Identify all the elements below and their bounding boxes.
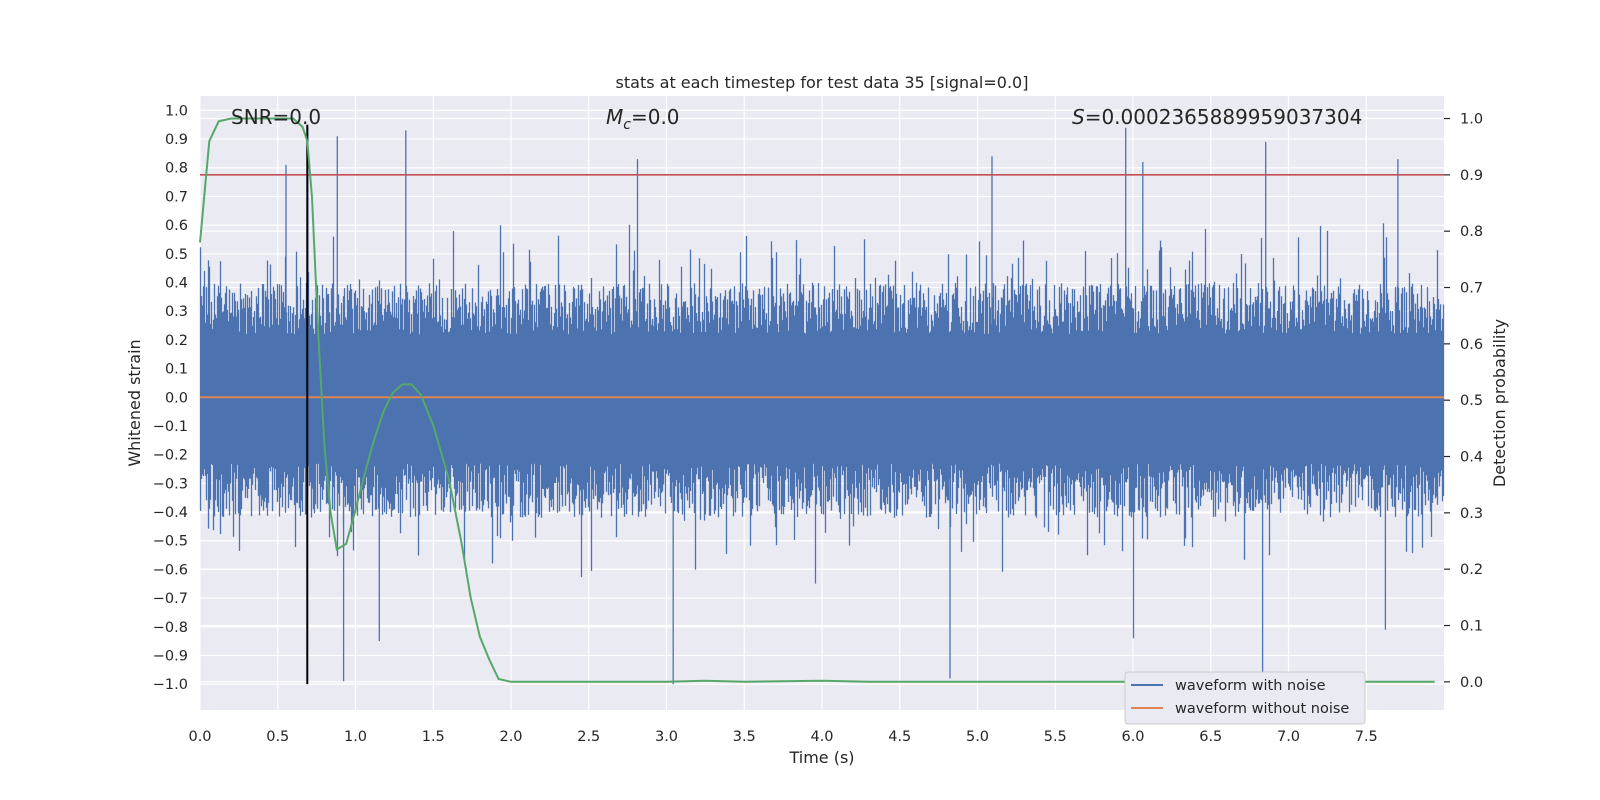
x-tick-label: 3.5 [733, 729, 756, 745]
y-axis-ticks: −1.0 −0.9 −0.8 −0.7 −0.6 −0.5 −0.4 −0.3 −0.2 −0.1… [153, 103, 188, 693]
x-tick-label: 7.5 [1355, 729, 1378, 745]
y-tick-label: 0.1 [165, 362, 188, 378]
x-tick-label: 1.0 [344, 729, 367, 745]
y-tick-label: −1.0 [153, 677, 188, 693]
y2-axis-label: Detection probability [1490, 319, 1509, 487]
y-tick-label: −0.6 [153, 562, 188, 578]
x-tick-label: 6.5 [1199, 729, 1222, 745]
y-tick-label: 0.4 [165, 275, 188, 291]
x-tick-label: 0.5 [266, 729, 289, 745]
mc-symbol: M [606, 105, 623, 129]
y2-tick-label: 1.0 [1460, 112, 1483, 128]
detection-probability-line [199, 117, 1435, 683]
x-tick-label: 7.0 [1277, 729, 1300, 745]
y-tick-label: 0.2 [165, 333, 188, 349]
legend-label-waveform-with-noise: waveform with noise [1175, 678, 1326, 694]
y-tick-label: −0.9 [153, 648, 188, 664]
noise-series [199, 127, 1445, 685]
y-tick-label: 0.7 [165, 189, 188, 205]
mc-annotation: Mc=0.0 [606, 105, 680, 133]
y-tick-label: −0.7 [153, 591, 188, 607]
mc-value: =0.0 [631, 105, 680, 129]
y2-tick-label: 0.8 [1460, 224, 1483, 240]
mc-subscript: c [623, 117, 631, 133]
y2-tick-label: 0.2 [1460, 562, 1483, 578]
y2-tick-label: 0.6 [1460, 337, 1483, 353]
s-value: =0.0002365889959037304 [1085, 105, 1363, 129]
y-tick-label: 0.8 [165, 161, 188, 177]
waveform-with-noise-line [199, 127, 1445, 685]
y-tick-label: 0.5 [165, 247, 188, 263]
x-tick-label: 4.5 [888, 729, 911, 745]
y-tick-label: 0.6 [165, 218, 188, 234]
legend-label-waveform-without-noise: waveform without noise [1175, 701, 1349, 717]
y2-tick-label: 0.0 [1460, 675, 1483, 691]
x-tick-label: 3.0 [655, 729, 678, 745]
x-tick-label: 2.5 [577, 729, 600, 745]
legend-box [1124, 671, 1366, 725]
y2-tick-label: 0.4 [1460, 450, 1483, 466]
x-tick-label: 6.0 [1121, 729, 1144, 745]
x-axis-ticks: 0.0 0.5 1.0 1.5 2.0 2.5 3.0 3.5 4.0 4.5 5.0 5.5 6.0 6… [188, 729, 1377, 745]
s-annotation: S=0.0002365889959037304 [1072, 105, 1362, 129]
snr-annotation: SNR=0.0 [231, 105, 321, 129]
y-axis-label: Whitened strain [125, 339, 144, 466]
y2-tick-label: 0.3 [1460, 506, 1483, 522]
y-tick-label: −0.3 [153, 476, 188, 492]
y2-axis-ticks: 0.0 0.1 0.2 0.3 0.4 0.5 0.6 0.7 0.8 0.9 1.0 [1444, 112, 1483, 691]
y2-tick-label: 0.9 [1460, 168, 1483, 184]
legend: waveform with noise waveform without noi… [1124, 671, 1366, 725]
s-symbol: S [1072, 105, 1085, 129]
y-tick-label: −0.1 [153, 419, 188, 435]
y-tick-label: −0.4 [153, 505, 188, 521]
x-tick-label: 2.0 [499, 729, 522, 745]
y-tick-label: 0.9 [165, 132, 188, 148]
y-tick-label: −0.5 [153, 534, 188, 550]
y-tick-label: 1.0 [165, 103, 188, 119]
x-tick-label: 5.5 [1044, 729, 1067, 745]
chart-title: stats at each timestep for test data 35 … [616, 73, 1029, 92]
y-tick-label: 0.0 [165, 390, 188, 406]
y2-tick-label: 0.1 [1460, 619, 1483, 635]
x-tick-label: 4.0 [810, 729, 833, 745]
x-tick-label: 0.0 [188, 729, 211, 745]
x-tick-label: 5.0 [966, 729, 989, 745]
y-tick-label: −0.2 [153, 448, 188, 464]
y-tick-label: 0.3 [165, 304, 188, 320]
x-tick-label: 1.5 [422, 729, 445, 745]
y2-tick-label: 0.5 [1460, 393, 1483, 409]
y2-tick-label: 0.7 [1460, 281, 1483, 297]
y-tick-label: −0.8 [153, 620, 188, 636]
x-axis-label: Time (s) [788, 748, 854, 767]
